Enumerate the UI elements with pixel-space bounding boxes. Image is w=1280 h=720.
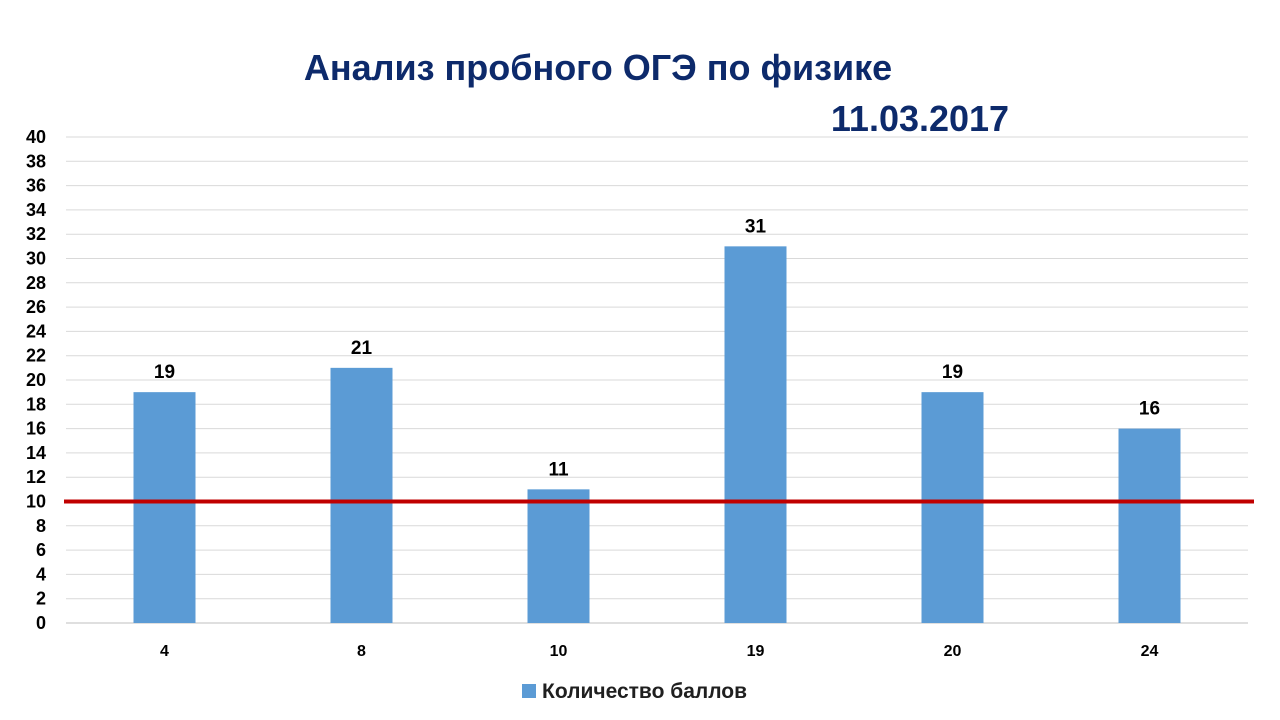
legend: Количество баллов <box>522 680 747 703</box>
x-tick-label: 20 <box>944 643 962 660</box>
chart-subtitle: 11.03.2017 <box>831 98 1009 139</box>
bar <box>527 489 590 623</box>
x-tick-label: 8 <box>357 643 366 660</box>
data-labels: 19 21 11 31 19 16 <box>154 216 1160 480</box>
y-tick-label: 34 <box>26 200 46 220</box>
y-tick-label: 24 <box>26 321 46 341</box>
x-tick-label: 10 <box>550 643 568 660</box>
bar <box>921 392 984 623</box>
y-tick-label: 40 <box>26 127 46 147</box>
y-tick-label: 22 <box>26 346 46 366</box>
bar <box>724 246 787 623</box>
bar <box>330 367 393 623</box>
data-label: 19 <box>154 362 175 383</box>
y-tick-label: 6 <box>36 540 46 560</box>
data-label: 19 <box>942 362 963 383</box>
legend-swatch <box>522 684 536 698</box>
bars <box>133 246 1181 623</box>
y-tick-label: 30 <box>26 249 46 269</box>
legend-label: Количество баллов <box>542 680 747 703</box>
y-tick-label: 4 <box>36 564 46 584</box>
y-tick-label: 16 <box>26 419 46 439</box>
y-tick-label: 20 <box>26 370 46 390</box>
x-tick-label: 24 <box>1141 643 1159 660</box>
y-tick-label: 26 <box>26 297 46 317</box>
grid-lines <box>66 136 1248 624</box>
data-label: 11 <box>548 459 569 480</box>
data-label: 31 <box>745 216 767 237</box>
x-tick-label: 4 <box>160 643 169 660</box>
y-tick-label: 32 <box>26 224 46 244</box>
y-tick-label: 10 <box>26 492 46 512</box>
bar <box>1118 428 1181 623</box>
y-tick-label: 38 <box>26 151 46 171</box>
y-tick-label: 12 <box>26 467 46 487</box>
x-tick-label: 19 <box>747 643 765 660</box>
chart-title: Анализ пробного ОГЭ по физике <box>304 47 892 88</box>
y-tick-label: 2 <box>36 589 46 609</box>
y-tick-label: 8 <box>36 516 46 536</box>
bar <box>133 392 196 623</box>
data-label: 21 <box>351 338 373 359</box>
data-label: 16 <box>1139 399 1160 420</box>
y-tick-label: 28 <box>26 273 46 293</box>
y-tick-label: 14 <box>26 443 46 463</box>
x-axis-ticks: 4 8 10 19 20 24 <box>160 643 1158 660</box>
y-tick-label: 0 <box>36 613 46 633</box>
y-tick-label: 36 <box>26 176 46 196</box>
y-tick-label: 18 <box>26 394 46 414</box>
